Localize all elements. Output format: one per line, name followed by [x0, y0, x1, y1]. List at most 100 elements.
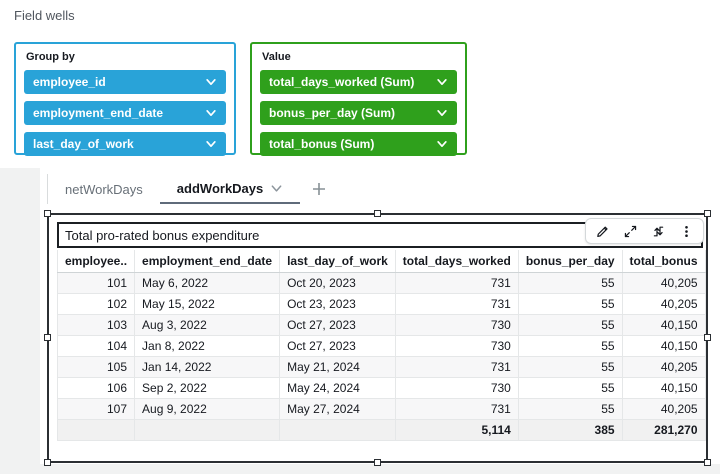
column-header[interactable]: bonus_per_day	[518, 250, 623, 273]
field-pill-employment-end-date[interactable]: employment_end_date	[24, 101, 226, 125]
totals-cell: 5,114	[395, 418, 519, 441]
chevron-down-icon[interactable]	[436, 107, 448, 119]
totals-cell	[134, 418, 281, 441]
table-cell: 106	[56, 377, 136, 399]
table-cell: Oct 20, 2023	[279, 272, 396, 294]
table-cell: 104	[56, 335, 136, 357]
chevron-down-icon[interactable]	[205, 76, 217, 88]
field-pill-last-day-of-work[interactable]: last_day_of_work	[24, 132, 226, 156]
field-pill-total-bonus[interactable]: total_bonus (Sum)	[260, 132, 457, 156]
totals-cell	[279, 418, 396, 441]
table-cell: May 21, 2024	[279, 356, 396, 378]
table-cell: 55	[518, 356, 623, 378]
table-cell: 103	[56, 314, 136, 336]
field-pill-bonus-per-day[interactable]: bonus_per_day (Sum)	[260, 101, 457, 125]
table-cell: Oct 23, 2023	[279, 293, 396, 315]
table-cell: 730	[395, 377, 519, 399]
table-cell: Oct 27, 2023	[279, 335, 396, 357]
table-header-row: employee.. employment_end_date last_day_of…	[56, 250, 706, 273]
table-cell: 55	[518, 398, 623, 420]
maximize-icon[interactable]	[623, 224, 638, 239]
table-cell: May 27, 2024	[279, 398, 396, 420]
table-cell: 731	[395, 272, 519, 294]
field-pill-label: total_bonus (Sum)	[269, 137, 375, 151]
column-header[interactable]: employee..	[56, 250, 136, 273]
column-header[interactable]: last_day_of_work	[279, 250, 396, 273]
table-cell: 102	[56, 293, 136, 315]
sheet-canvas: netWorkDays addWorkDays Total p	[40, 168, 720, 466]
table-cell: 40,150	[622, 314, 706, 336]
chevron-down-icon[interactable]	[270, 182, 283, 195]
totals-cell: 281,270	[622, 418, 706, 441]
table-row: 101 May 6, 2022 Oct 20, 2023 731 55 40,205	[56, 272, 706, 294]
resize-handle-se[interactable]	[704, 459, 711, 466]
tab-label: addWorkDays	[176, 180, 264, 196]
table-cell: 40,205	[622, 272, 706, 294]
table-cell: 40,205	[622, 293, 706, 315]
field-pill-label: employment_end_date	[33, 106, 164, 120]
tab-label: netWorkDays	[65, 181, 143, 197]
table-cell: Aug 9, 2022	[134, 398, 281, 420]
tab-addworkdays[interactable]: addWorkDays	[159, 174, 301, 204]
totals-cell: 385	[518, 418, 623, 441]
table-cell: 101	[56, 272, 136, 294]
visual-selection-frame[interactable]: Total pro-rated bonus expenditure	[44, 210, 711, 466]
column-header[interactable]: employment_end_date	[134, 250, 281, 273]
field-pill-label: employee_id	[33, 75, 106, 89]
tab-networkdays[interactable]: netWorkDays	[48, 174, 160, 204]
table-cell: Aug 3, 2022	[134, 314, 281, 336]
menu-kebab-icon[interactable]	[679, 224, 694, 239]
field-pill-label: last_day_of_work	[33, 137, 134, 151]
chevron-down-icon[interactable]	[205, 138, 217, 150]
table-row: 103 Aug 3, 2022 Oct 27, 2023 730 55 40,150	[56, 314, 706, 336]
table-cell: 731	[395, 293, 519, 315]
table-row: 104 Jan 8, 2022 Oct 27, 2023 730 55 40,150	[56, 335, 706, 357]
table-cell: 40,150	[622, 335, 706, 357]
table-cell: Jan 14, 2022	[134, 356, 281, 378]
table-cell: 40,205	[622, 398, 706, 420]
table-cell: 730	[395, 335, 519, 357]
table-cell: 731	[395, 398, 519, 420]
table-cell: 55	[518, 335, 623, 357]
chevron-down-icon[interactable]	[436, 138, 448, 150]
table-cell: May 6, 2022	[134, 272, 281, 294]
resize-handle-e[interactable]	[704, 334, 711, 341]
table-cell: 55	[518, 272, 623, 294]
field-wells-title: Field wells	[14, 8, 75, 23]
column-header[interactable]: total_days_worked	[395, 250, 519, 273]
table-cell: May 15, 2022	[134, 293, 281, 315]
totals-cell	[56, 418, 136, 441]
table-header-row: employee.. employment_end_date last_day_of…	[56, 250, 706, 273]
table-cell: 55	[518, 293, 623, 315]
table-cell: Jan 8, 2022	[134, 335, 281, 357]
resize-handle-s[interactable]	[373, 459, 381, 466]
resize-handle-sw[interactable]	[44, 459, 51, 466]
pivot-table: employee.. employment_end_date last_day_of…	[56, 250, 706, 441]
resize-handle-ne[interactable]	[704, 210, 711, 217]
column-header[interactable]: total_bonus	[622, 250, 706, 273]
sheet-tab-bar: netWorkDays addWorkDays	[47, 174, 338, 204]
field-pill-employee-id[interactable]: employee_id	[24, 70, 226, 94]
field-pill-total-days-worked[interactable]: total_days_worked (Sum)	[260, 70, 457, 94]
resize-handle-w[interactable]	[44, 334, 51, 341]
table-cell: 105	[56, 356, 136, 378]
resize-handle-nw[interactable]	[44, 210, 51, 217]
group-by-label: Group by	[26, 51, 75, 63]
add-sheet-button[interactable]	[300, 174, 338, 204]
value-label: Value	[262, 51, 291, 63]
table-row: 106 Sep 2, 2022 May 24, 2024 730 55 40,150	[56, 377, 706, 399]
chevron-down-icon[interactable]	[436, 76, 448, 88]
table-cell: 731	[395, 356, 519, 378]
resize-handle-n[interactable]	[373, 210, 381, 217]
group-by-well: Group by employee_id employment_end_date…	[14, 42, 236, 156]
totals-row: 5,114 385 281,270	[56, 418, 706, 441]
field-pill-label: total_days_worked (Sum)	[269, 75, 415, 89]
table-cell: 55	[518, 314, 623, 336]
table-cell: Oct 27, 2023	[279, 314, 396, 336]
swap-arrows-icon[interactable]	[651, 224, 666, 239]
table-body: 101 May 6, 2022 Oct 20, 2023 731 55 40,205 102…	[56, 272, 706, 441]
table-cell: 730	[395, 314, 519, 336]
edit-pencil-icon[interactable]	[595, 224, 610, 239]
chevron-down-icon[interactable]	[205, 107, 217, 119]
table-cell: 40,150	[622, 377, 706, 399]
